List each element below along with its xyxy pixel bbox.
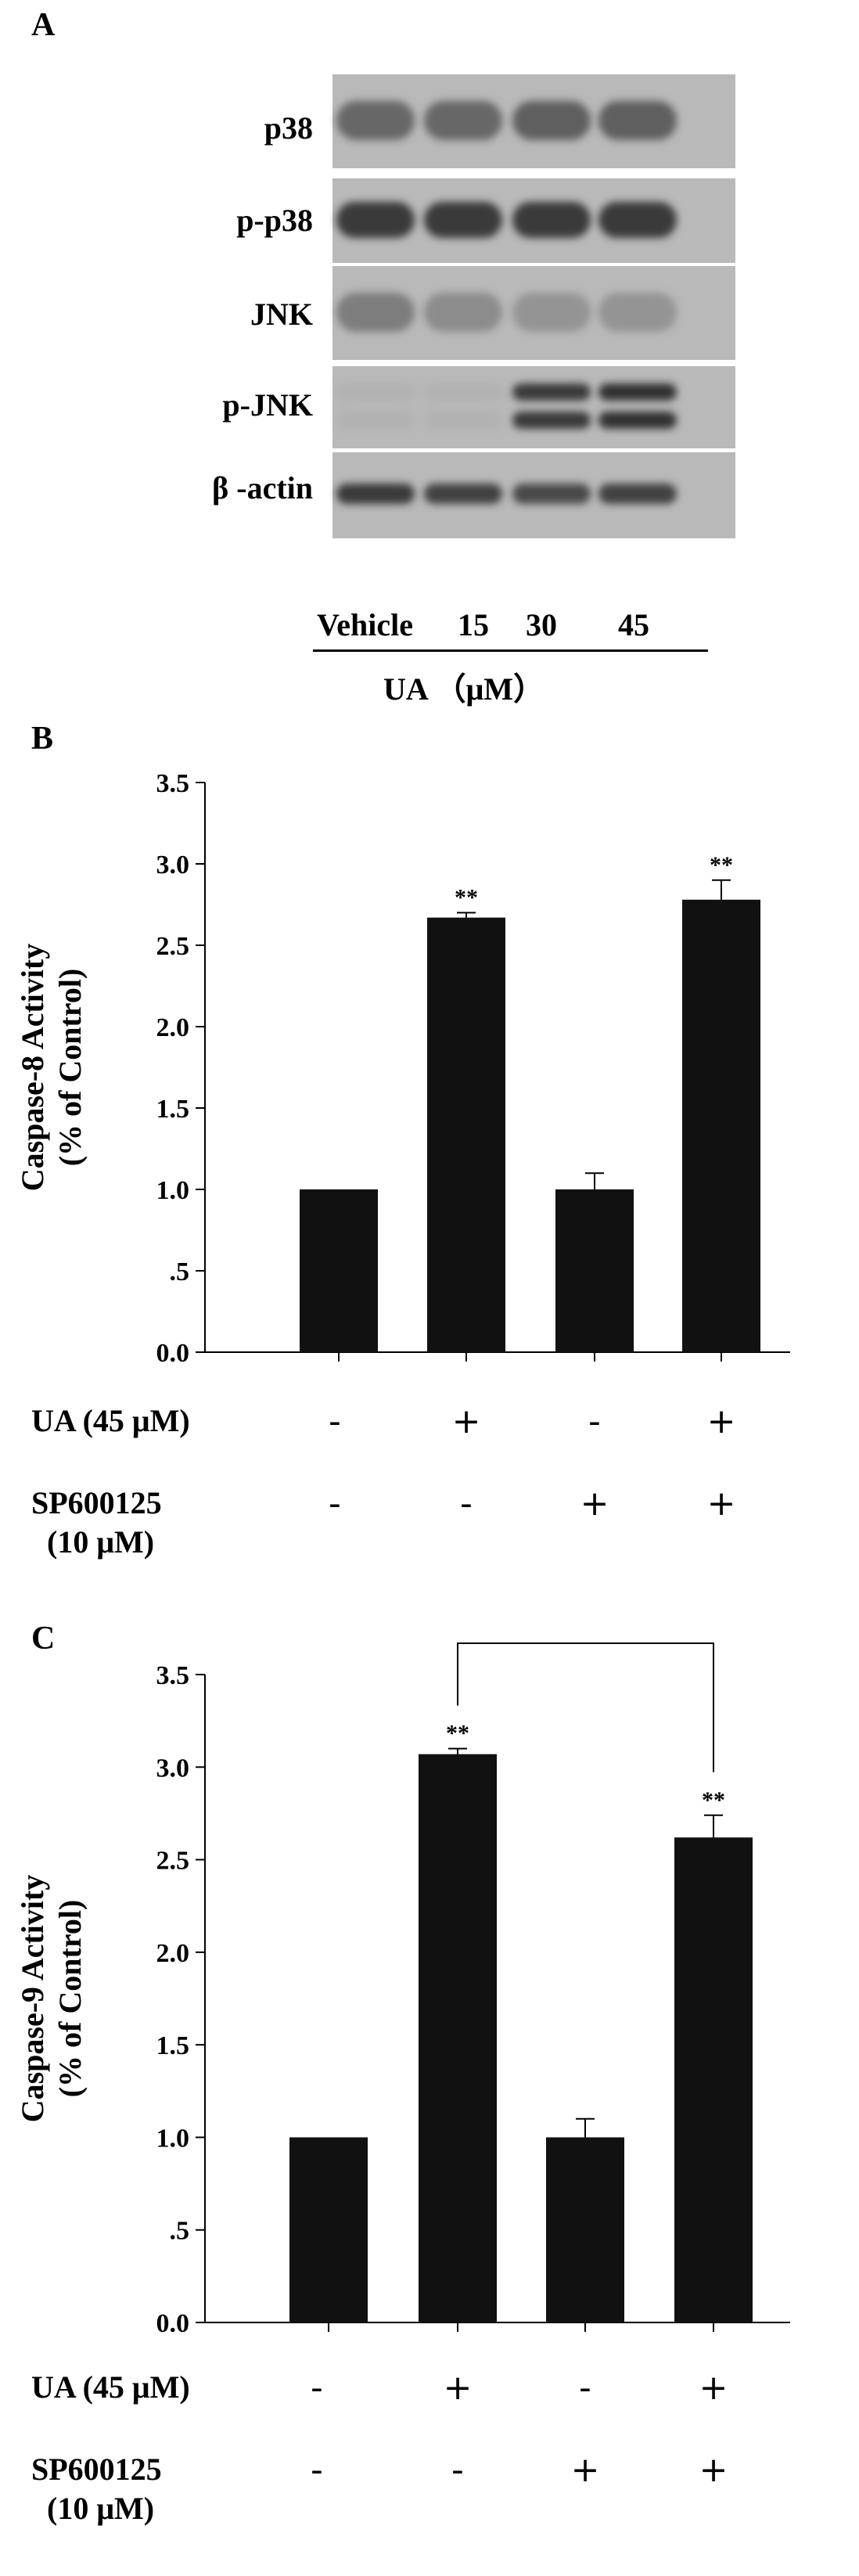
condition-sign: - bbox=[329, 1484, 341, 1524]
panel-a-letter: A bbox=[31, 7, 56, 43]
blot-band bbox=[512, 383, 591, 401]
blot-band bbox=[512, 202, 591, 238]
y-tick-label: .5 bbox=[170, 2217, 190, 2246]
blot-band bbox=[336, 484, 415, 504]
bar bbox=[289, 2137, 368, 2322]
bar bbox=[419, 1754, 497, 2322]
blot-band bbox=[424, 292, 502, 332]
condition-label: UA (45 μM) bbox=[31, 1403, 190, 1438]
y-tick-label: 1.5 bbox=[156, 1095, 190, 1124]
bar bbox=[300, 1189, 378, 1352]
blot-band bbox=[512, 292, 591, 332]
lane-label: 30 bbox=[526, 607, 557, 642]
y-axis-label: (% of Control) bbox=[52, 969, 88, 1167]
y-tick-label: .5 bbox=[170, 1257, 190, 1286]
blot-band bbox=[512, 412, 591, 429]
bar bbox=[674, 1837, 753, 2322]
blot-band bbox=[336, 412, 415, 429]
blot-band bbox=[336, 202, 415, 238]
condition-sign: + bbox=[707, 1401, 736, 1441]
condition-sign: + bbox=[444, 2368, 473, 2408]
significance-label: ** bbox=[702, 1787, 725, 1813]
blot-band bbox=[336, 383, 415, 401]
condition-sign: + bbox=[571, 2450, 600, 2490]
blot-band bbox=[424, 412, 502, 429]
blot-band bbox=[424, 202, 502, 238]
blot-band bbox=[598, 292, 677, 332]
y-tick-label: 3.0 bbox=[156, 851, 190, 880]
lane-group-label: UA （μM） bbox=[383, 671, 545, 707]
blot-label-3: p-JNK bbox=[222, 387, 313, 423]
significance-label: ** bbox=[446, 1721, 469, 1747]
condition-sign: + bbox=[699, 2450, 728, 2490]
blot-band bbox=[598, 412, 677, 429]
condition-label: (10 μM) bbox=[47, 1524, 154, 1560]
blot-band bbox=[424, 383, 502, 401]
lane-label: 45 bbox=[618, 607, 649, 642]
lane-label: Vehicle bbox=[317, 607, 413, 642]
y-tick-label: 2.0 bbox=[156, 1013, 190, 1042]
condition-sign: - bbox=[451, 2450, 464, 2490]
lane-label: 15 bbox=[458, 607, 489, 642]
significance-label: ** bbox=[455, 884, 478, 910]
condition-sign: - bbox=[311, 2450, 323, 2490]
y-tick-label: 2.5 bbox=[156, 1847, 190, 1876]
y-tick-label: 1.0 bbox=[156, 2124, 190, 2153]
y-axis-label: Caspase-9 Activity bbox=[15, 1875, 50, 2123]
y-tick-label: 1.5 bbox=[156, 2031, 190, 2060]
blot-strip-3 bbox=[332, 366, 735, 448]
blot-band bbox=[598, 383, 677, 401]
blot-band bbox=[598, 202, 677, 238]
blot-label-4: β -actin bbox=[212, 470, 313, 505]
y-tick-label: 0.0 bbox=[156, 1339, 190, 1368]
y-tick-label: 3.5 bbox=[156, 1661, 190, 1690]
significance-bracket bbox=[457, 1642, 714, 1772]
y-axis-label: (% of Control) bbox=[52, 1900, 88, 2098]
panel-c-letter: C bbox=[31, 1621, 56, 1657]
y-tick-label: 3.5 bbox=[156, 769, 190, 798]
condition-sign: + bbox=[580, 1484, 609, 1524]
condition-sign: - bbox=[579, 2368, 591, 2408]
chart-b: 0.0 .5 1.0 1.5 2.0 2.5 3.0 3.5 Caspase-8 Activit… bbox=[15, 769, 790, 1560]
y-tick-label: 2.0 bbox=[156, 1939, 190, 1968]
bar bbox=[546, 2137, 624, 2322]
condition-label: SP600125 bbox=[31, 2452, 162, 2487]
blot-band bbox=[512, 100, 591, 140]
blot-label-0: p38 bbox=[264, 110, 313, 146]
bar bbox=[555, 1189, 634, 1352]
y-tick-label: 0.0 bbox=[156, 2309, 190, 2338]
blot-band bbox=[336, 100, 415, 140]
blot-band bbox=[424, 484, 502, 504]
y-tick-label: 2.5 bbox=[156, 932, 190, 961]
condition-label: UA (45 μM) bbox=[31, 2369, 190, 2405]
significance-label: ** bbox=[710, 852, 733, 878]
y-tick-label: 1.0 bbox=[156, 1176, 190, 1205]
condition-label: (10 μM) bbox=[47, 2491, 154, 2526]
bar bbox=[427, 917, 505, 1352]
y-axis-label: Caspase-8 Activity bbox=[15, 944, 50, 1192]
condition-sign: - bbox=[588, 1401, 601, 1441]
blot-band bbox=[336, 292, 415, 332]
blot-band bbox=[598, 100, 677, 140]
condition-sign: - bbox=[311, 2368, 323, 2408]
bar bbox=[682, 899, 760, 1352]
blot-label-2: JNK bbox=[250, 297, 313, 332]
condition-sign: + bbox=[707, 1484, 736, 1524]
blot-band bbox=[598, 484, 677, 504]
condition-sign: + bbox=[699, 2368, 728, 2408]
y-tick-label: 3.0 bbox=[156, 1754, 190, 1783]
chart-c: 0.0 .5 1.0 1.5 2.0 2.5 3.0 3.5 Caspase-9 Activit… bbox=[15, 1642, 790, 2526]
lane-group-line bbox=[313, 649, 708, 652]
condition-label: SP600125 bbox=[31, 1485, 162, 1520]
condition-sign: + bbox=[452, 1401, 481, 1441]
blot-band bbox=[512, 484, 591, 504]
blot-band bbox=[424, 100, 502, 140]
condition-sign: - bbox=[460, 1484, 473, 1524]
panel-b-letter: B bbox=[31, 721, 54, 757]
blot-label-1: p-p38 bbox=[236, 203, 313, 238]
condition-sign: - bbox=[329, 1401, 341, 1441]
